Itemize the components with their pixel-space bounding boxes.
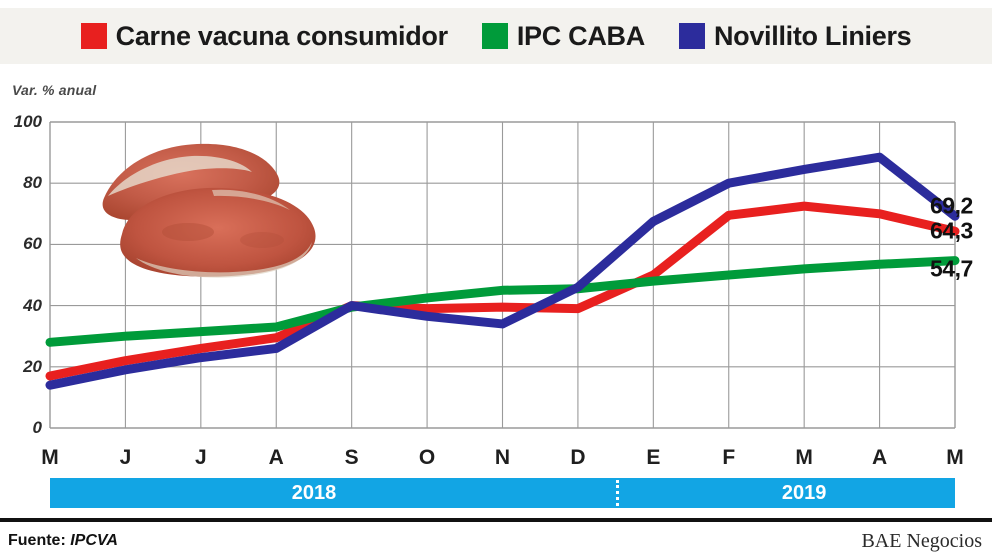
brand-credit: BAE Negocios [861, 530, 982, 552]
chart-legend: Carne vacuna consumidor IPC CABA Novilli… [0, 8, 992, 64]
end-value-label-2: 54,7 [930, 255, 973, 282]
x-tick-label-2: J [194, 446, 207, 469]
legend-swatch-carne [80, 23, 107, 49]
source-note: Fuente: IPCVA [8, 532, 118, 550]
legend-item-ipc: IPC CABA [481, 20, 645, 51]
x-tick-label-0: M [41, 446, 59, 469]
y-tick-label-80: 80 [23, 173, 42, 193]
x-tick-label-11: A [871, 446, 888, 469]
legend-item-novillito: Novillito Liniers [678, 20, 912, 51]
legend-swatch-ipc [481, 23, 508, 49]
series-line-0 [45, 201, 960, 381]
series-line-2 [45, 152, 960, 390]
x-tick-label-3: A [268, 446, 284, 469]
y-tick-label-60: 60 [23, 234, 42, 254]
x-tick-label-10: M [795, 446, 813, 469]
y-tick-label-0: 0 [32, 418, 42, 437]
legend-label-novillito: Novillito Liniers [713, 20, 912, 51]
year-bar: 2018 2019 [50, 478, 955, 508]
end-value-label-0: 69,2 [930, 192, 973, 219]
x-tick-label-8: E [646, 446, 661, 469]
y-tick-label-100: 100 [13, 112, 42, 131]
x-tick-label-7: D [570, 446, 586, 469]
legend-label-ipc: IPC CABA [516, 20, 645, 51]
footer-rule [0, 518, 992, 522]
y-tick-label-20: 20 [23, 356, 42, 376]
source-label: Fuente: [8, 532, 66, 549]
year-divider [615, 480, 619, 506]
year-label-2019: 2019 [781, 482, 827, 504]
series-line-1 [45, 256, 960, 347]
y-axis-caption: Var. % anual [12, 82, 97, 98]
x-tick-label-4: S [344, 446, 359, 469]
legend-item-carne: Carne vacuna consumidor [80, 20, 449, 51]
legend-label-carne: Carne vacuna consumidor [115, 20, 449, 51]
plot-area [0, 100, 992, 440]
source-value: IPCVA [70, 532, 118, 549]
x-tick-label-12: M [946, 446, 964, 469]
legend-swatch-novillito [678, 23, 705, 49]
plot-svg [45, 121, 960, 429]
x-tick-label-9: F [722, 446, 736, 469]
x-tick-label-6: N [494, 446, 511, 469]
x-tick-label-5: O [418, 446, 436, 469]
year-label-2018: 2018 [291, 482, 337, 504]
end-value-label-1: 64,3 [930, 217, 973, 244]
x-tick-label-1: J [119, 446, 132, 469]
y-tick-label-40: 40 [23, 295, 42, 315]
